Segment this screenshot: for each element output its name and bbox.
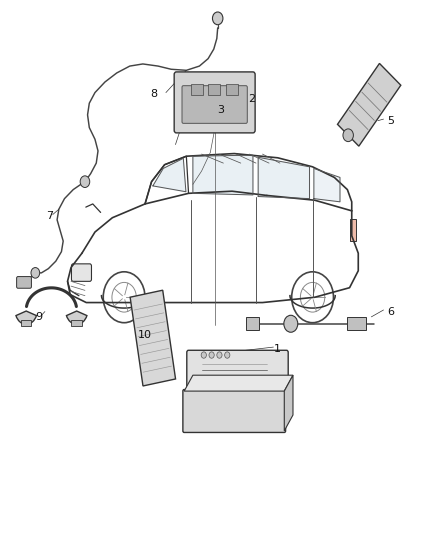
Polygon shape (314, 168, 340, 202)
Circle shape (225, 352, 230, 358)
Circle shape (80, 176, 90, 188)
Polygon shape (130, 290, 176, 386)
Text: 2: 2 (248, 94, 255, 104)
FancyBboxPatch shape (187, 350, 288, 391)
FancyBboxPatch shape (182, 86, 247, 123)
Polygon shape (193, 155, 253, 195)
Circle shape (31, 268, 40, 278)
FancyBboxPatch shape (174, 72, 255, 133)
Circle shape (209, 352, 214, 358)
Text: 10: 10 (138, 330, 152, 341)
Polygon shape (284, 375, 293, 431)
Text: 7: 7 (46, 211, 53, 221)
Circle shape (217, 352, 222, 358)
Wedge shape (67, 311, 87, 324)
Polygon shape (258, 157, 310, 199)
Bar (350, 219, 356, 241)
Circle shape (201, 352, 206, 358)
Polygon shape (338, 63, 401, 146)
FancyBboxPatch shape (183, 390, 286, 432)
FancyBboxPatch shape (71, 264, 92, 281)
Circle shape (212, 12, 223, 25)
Polygon shape (184, 375, 293, 391)
Text: 6: 6 (388, 306, 394, 317)
Polygon shape (153, 158, 186, 192)
Text: 5: 5 (388, 116, 394, 126)
Wedge shape (16, 311, 36, 324)
FancyBboxPatch shape (17, 277, 32, 288)
Text: 3: 3 (218, 105, 225, 115)
Bar (346, 317, 366, 330)
Circle shape (343, 129, 353, 142)
Bar (21, 319, 32, 326)
Bar (191, 84, 203, 95)
Text: 1: 1 (274, 344, 281, 354)
Bar (71, 319, 82, 326)
Text: 8: 8 (150, 89, 157, 99)
Text: 9: 9 (35, 312, 42, 322)
Circle shape (284, 316, 298, 332)
Bar (246, 317, 258, 330)
Bar (226, 84, 238, 95)
Bar (208, 84, 220, 95)
